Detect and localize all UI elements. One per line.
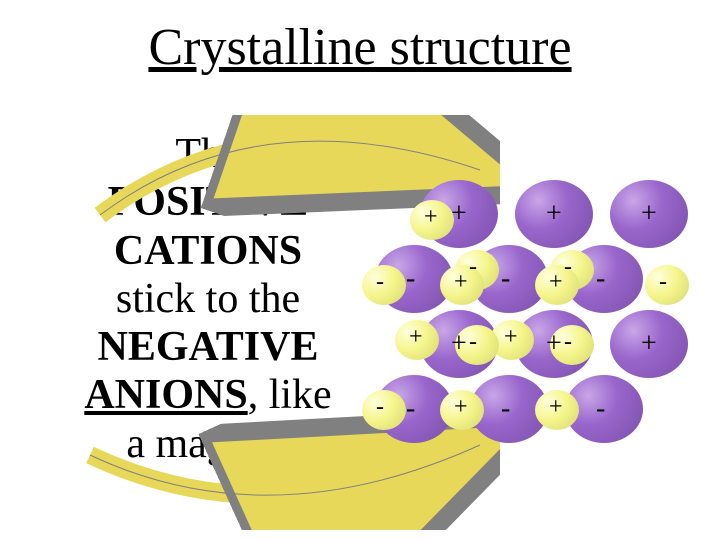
minus-sign: - <box>469 329 477 356</box>
minus-sign: - <box>564 329 572 356</box>
plus-sign: + <box>424 204 438 231</box>
text-negative: NEGATIVE <box>98 324 319 370</box>
plus-sign: + <box>454 269 468 296</box>
minus-sign: - <box>564 254 572 281</box>
plus-sign: + <box>641 198 657 230</box>
minus-sign: - <box>501 393 510 425</box>
text-positive: POSITIVE <box>108 179 309 225</box>
ion-lattice-diagram: +++---+++-------+++++---++ <box>340 150 720 480</box>
cation-sphere <box>362 265 406 305</box>
plus-sign: + <box>451 198 467 230</box>
text-line: , like <box>248 372 332 418</box>
minus-sign: - <box>376 269 384 296</box>
plus-sign: + <box>546 328 562 360</box>
plus-sign: + <box>549 394 563 421</box>
plus-sign: + <box>546 198 562 230</box>
plus-sign: + <box>641 328 657 360</box>
plus-sign: + <box>409 324 423 351</box>
plus-sign: + <box>451 328 467 360</box>
description-text: The POSITIVE CATIONS stick to the NEGATI… <box>58 130 358 468</box>
minus-sign: - <box>406 393 415 425</box>
cation-sphere <box>645 265 689 305</box>
minus-sign: - <box>659 269 667 296</box>
plus-sign: + <box>504 324 518 351</box>
text-cations: CATIONS <box>114 228 302 274</box>
minus-sign: - <box>376 394 384 421</box>
text-line: a magnet. <box>126 421 289 467</box>
text-line: The <box>175 131 240 177</box>
minus-sign: - <box>501 263 510 295</box>
cation-sphere <box>362 390 406 430</box>
minus-sign: - <box>596 393 605 425</box>
plus-sign: + <box>454 394 468 421</box>
minus-sign: - <box>406 263 415 295</box>
minus-sign: - <box>596 263 605 295</box>
plus-sign: + <box>549 269 563 296</box>
minus-sign: - <box>469 254 477 281</box>
page-title: Crystalline structure <box>148 18 571 77</box>
text-anions: ANIONS <box>84 372 247 418</box>
text-line: stick to the <box>116 276 300 322</box>
